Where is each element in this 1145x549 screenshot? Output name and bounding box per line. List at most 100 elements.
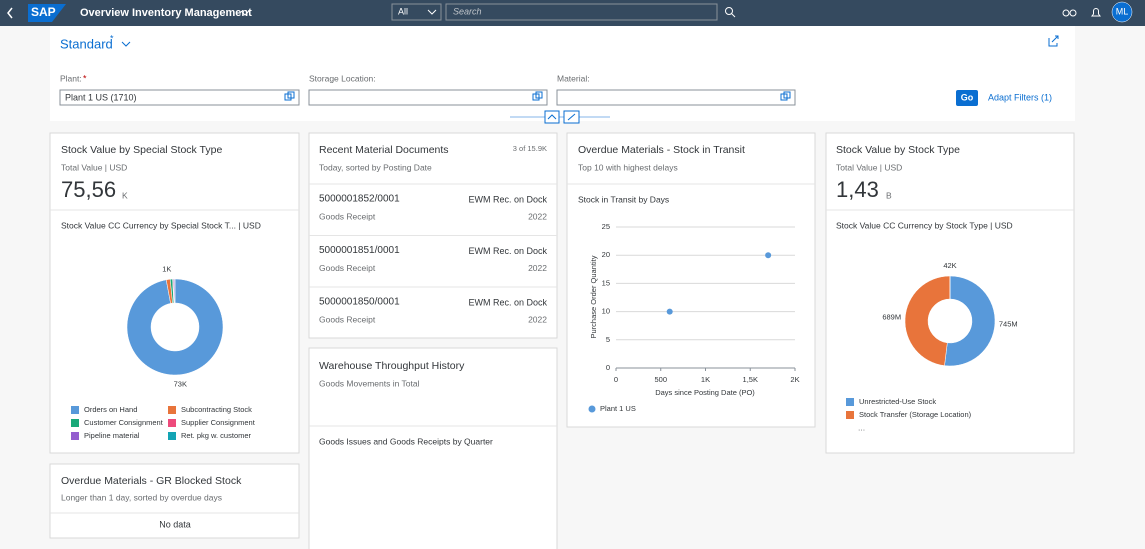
donut-slice[interactable] (944, 275, 996, 367)
document-type: Goods Receipt (319, 314, 376, 324)
legend-label[interactable]: Subcontracting Stock (181, 405, 252, 414)
card-title: Overdue Materials - GR Blocked Stock (61, 475, 242, 487)
title-dropdown[interactable] (240, 10, 250, 16)
kpi-value: 1,43 (836, 177, 879, 202)
pin-icon (567, 113, 576, 121)
adapt-filters[interactable]: Adapt Filters (1) (988, 92, 1052, 102)
donut-slice[interactable] (904, 275, 951, 366)
data-label: 689M (882, 313, 901, 322)
y-axis-label: Purchase Order Quantity (589, 255, 598, 338)
x-tick-label: 1K (701, 375, 710, 384)
x-tick-label: 2K (790, 375, 799, 384)
y-tick-label: 25 (602, 222, 610, 231)
kpi-unit: K (122, 190, 128, 200)
material-input[interactable] (556, 89, 796, 106)
search-scope[interactable] (391, 3, 442, 21)
search-scope-text: All (398, 6, 408, 16)
plant-value: Plant 1 US (1710) (65, 92, 137, 102)
app-title[interactable]: Overview Inventory Management (80, 7, 252, 19)
search-field[interactable] (445, 3, 718, 21)
legend-swatch (71, 432, 79, 440)
scope-arrow (427, 9, 437, 15)
search-placeholder: Search (453, 6, 482, 16)
legend-more[interactable]: ... (858, 422, 865, 432)
list-item[interactable] (310, 237, 556, 286)
data-label: 745M (999, 319, 1018, 328)
filter-label: Material: (557, 73, 590, 83)
y-tick-label: 15 (602, 278, 610, 287)
legend-swatch (168, 419, 176, 427)
document-desc: EWM Rec. on Dock (468, 297, 547, 307)
donut-slice[interactable] (126, 278, 224, 376)
logo[interactable] (28, 4, 66, 22)
card[interactable] (566, 132, 816, 428)
search-icon[interactable] (725, 7, 733, 15)
chart-title: Stock Value CC Currency by Special Stock… (61, 220, 261, 230)
storage-location-input[interactable] (308, 89, 548, 106)
variant-modified: * (110, 33, 114, 43)
collapse-button[interactable] (544, 110, 560, 124)
back-button[interactable] (7, 7, 13, 19)
document-year: 2022 (528, 314, 547, 324)
logo-text: SAP (31, 5, 56, 19)
binoculars-icon[interactable] (1062, 9, 1077, 17)
card-title: Recent Material Documents (319, 144, 449, 156)
card-title: Stock Value by Stock Type (836, 144, 960, 156)
filter-label: Plant: (60, 73, 82, 83)
list-item[interactable] (310, 288, 556, 337)
scatter-point[interactable] (666, 308, 673, 315)
legend-label[interactable]: Customer Consignment (84, 418, 164, 427)
document-id: 5000001851/0001 (319, 245, 400, 256)
legend-label[interactable]: Plant 1 US (600, 404, 636, 413)
legend-label[interactable]: Supplier Consignment (181, 418, 256, 427)
legend-swatch (846, 398, 854, 406)
chart-title: Goods Issues and Goods Receipts by Quart… (319, 436, 493, 446)
kpi-unit: B (886, 190, 892, 200)
scatter-point[interactable] (765, 252, 772, 259)
document-type: Goods Receipt (319, 263, 376, 273)
document-id: 5000001852/0001 (319, 194, 400, 205)
document-type: Goods Receipt (319, 211, 376, 221)
avatar[interactable] (1111, 1, 1133, 23)
legend-label[interactable]: Ret. pkg w. customer (181, 431, 252, 440)
no-data: No data (159, 519, 191, 529)
variant-dropdown[interactable] (121, 41, 131, 47)
document-desc: EWM Rec. on Dock (468, 194, 547, 204)
required-mark: * (83, 73, 87, 83)
card-subtitle: Top 10 with highest delays (578, 162, 678, 172)
value-help-icons[interactable] (284, 91, 791, 101)
legend-swatch (846, 411, 854, 419)
list-item[interactable] (310, 185, 556, 234)
legend-label[interactable]: Unrestricted-Use Stock (859, 397, 936, 406)
chart-title: Stock Value CC Currency by Stock Type | … (836, 220, 1013, 230)
share-icon[interactable] (1048, 35, 1059, 47)
x-tick-label: 0 (614, 375, 618, 384)
go-button[interactable] (956, 90, 978, 106)
card-subtitle: Today, sorted by Posting Date (319, 162, 432, 172)
card-subtitle: Total Value | USD (61, 162, 127, 172)
legend-label[interactable]: Pipeline material (84, 431, 140, 440)
search-icon-handle (731, 13, 736, 18)
avatar-initials: ML (1116, 6, 1129, 16)
plant-input[interactable] (59, 89, 300, 106)
data-label: 42K (943, 261, 956, 270)
legend-label[interactable]: Orders on Hand (84, 405, 137, 414)
legend-swatch (168, 406, 176, 414)
collapse-icon (547, 114, 557, 120)
legend-swatch (168, 432, 176, 440)
y-tick-label: 0 (606, 363, 610, 372)
legend-label[interactable]: Stock Transfer (Storage Location) (859, 410, 972, 419)
legend-marker (588, 405, 596, 413)
notifications-icon[interactable] (1091, 8, 1101, 17)
card-subtitle: Goods Movements in Total (319, 378, 420, 388)
card[interactable] (308, 347, 558, 549)
y-tick-label: 10 (602, 307, 610, 316)
document-desc: EWM Rec. on Dock (468, 246, 547, 256)
x-axis-label: Days since Posting Date (PO) (655, 388, 755, 397)
x-tick-label: 1,5K (743, 375, 758, 384)
card-title: Stock Value by Special Stock Type (61, 144, 222, 156)
card-subtitle: Total Value | USD (836, 162, 902, 172)
variant-name[interactable]: Standard (60, 36, 113, 51)
card[interactable] (49, 463, 300, 539)
